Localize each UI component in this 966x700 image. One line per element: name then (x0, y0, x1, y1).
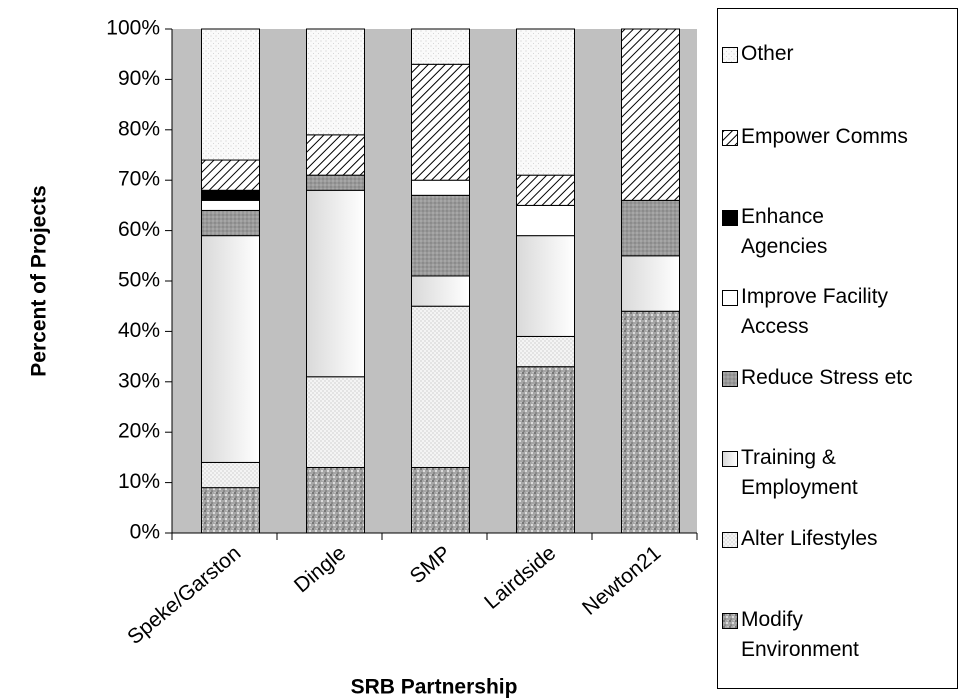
legend-swatch-fill (723, 291, 737, 305)
y-tick-label: 0% (130, 521, 160, 544)
y-tick-label: 80% (118, 117, 160, 140)
legend-swatch-rect (723, 291, 737, 305)
legend-swatch-rect (723, 131, 737, 145)
x-tick-label: Dingle (290, 541, 350, 597)
legend-item: Training & Employment (722, 443, 861, 503)
legend-swatch-rect (723, 372, 737, 386)
legend-item: Modify Environment (722, 605, 891, 665)
legend-swatch-fill (723, 211, 737, 225)
bar-segment (306, 28, 365, 136)
x-tick-label: Speke/Garston (123, 541, 245, 649)
y-tick-label: 30% (118, 369, 160, 392)
bar-segment (201, 189, 260, 201)
bar-segment (516, 335, 575, 368)
y-tick-label: 10% (118, 470, 160, 493)
bar-segment (411, 305, 470, 468)
bar-segment (516, 28, 575, 176)
legend-label: Modify Environment (741, 608, 859, 661)
bar-segment (411, 275, 470, 307)
y-tick-label: 60% (118, 218, 160, 241)
legend-item: Enhance Agencies (722, 202, 871, 262)
legend-item: Reduce Stress etc (722, 363, 966, 393)
bar-segment (516, 235, 575, 337)
bar-segment (201, 461, 260, 489)
bar-segment (201, 28, 260, 161)
legend-label: Training & Employment (741, 446, 858, 499)
legend-swatch-fill (723, 48, 737, 62)
bar-segment (621, 28, 680, 201)
legend-swatch (722, 371, 738, 387)
bar-segment (306, 189, 365, 378)
legend-label: Other (741, 42, 794, 65)
bar-segment (621, 255, 680, 312)
legend-swatch-rect (723, 614, 737, 628)
legend-swatch-fill (723, 614, 737, 628)
bar-segment (516, 204, 575, 237)
legend-swatch (722, 613, 738, 629)
legend-label: Enhance Agencies (741, 205, 828, 258)
bar-segment (411, 63, 470, 181)
bar-segment (306, 376, 365, 468)
legend-swatch (722, 210, 738, 226)
legend-swatch-fill (723, 131, 737, 145)
bar-segment (306, 466, 365, 534)
x-tick-label: Lairdside (480, 541, 560, 613)
legend-swatch-fill (723, 372, 737, 386)
y-tick-label: 40% (118, 319, 160, 342)
legend-item: Empower Comms (722, 122, 966, 152)
bar-segment (621, 199, 680, 257)
bar-segment (201, 159, 260, 191)
legend-item: Other (722, 39, 966, 69)
y-tick-label: 90% (118, 67, 160, 90)
y-tick-label: 70% (118, 168, 160, 191)
legend-swatch-rect (723, 211, 737, 225)
bar-segment (201, 235, 260, 463)
legend-swatch (722, 532, 738, 548)
bar-segment (411, 179, 470, 196)
legend: Modify Environment Alter Lifestyles Traini… (717, 8, 958, 689)
bar-segment (201, 487, 260, 534)
bar-segment (516, 366, 575, 534)
legend-swatch-fill (723, 452, 737, 466)
bar-segment (201, 199, 260, 211)
legend-swatch-fill (723, 533, 737, 547)
legend-swatch (722, 130, 738, 146)
bar-segment (306, 134, 365, 176)
bar-segment (516, 174, 575, 206)
legend-label: Alter Lifestyles (741, 527, 878, 550)
bar-segment (411, 194, 470, 277)
bar-segment (306, 174, 365, 191)
bar-segment (411, 28, 470, 65)
y-tick-label: 100% (106, 17, 160, 40)
legend-swatch (722, 47, 738, 63)
legend-swatch (722, 451, 738, 467)
legend-label: Empower Comms (741, 125, 908, 148)
x-tick-label: Newton21 (578, 541, 665, 619)
legend-item: Improve Facility Access (722, 282, 916, 342)
x-axis-title: SRB Partnership (351, 676, 518, 699)
legend-swatch-rect (723, 452, 737, 466)
x-tick-label: SMP (406, 541, 456, 588)
legend-label: Reduce Stress etc (741, 366, 913, 389)
legend-swatch-rect (723, 48, 737, 62)
legend-swatch-rect (723, 533, 737, 547)
legend-item: Alter Lifestyles (722, 524, 961, 554)
legend-label: Improve Facility Access (741, 285, 889, 338)
bar-segment (621, 310, 680, 534)
bar-segment (201, 209, 260, 237)
y-tick-label: 20% (118, 420, 160, 443)
bar-segment (411, 466, 470, 534)
legend-swatch (722, 290, 738, 306)
y-tick-label: 50% (118, 269, 160, 292)
y-axis-title: Percent of Projects (28, 185, 51, 376)
